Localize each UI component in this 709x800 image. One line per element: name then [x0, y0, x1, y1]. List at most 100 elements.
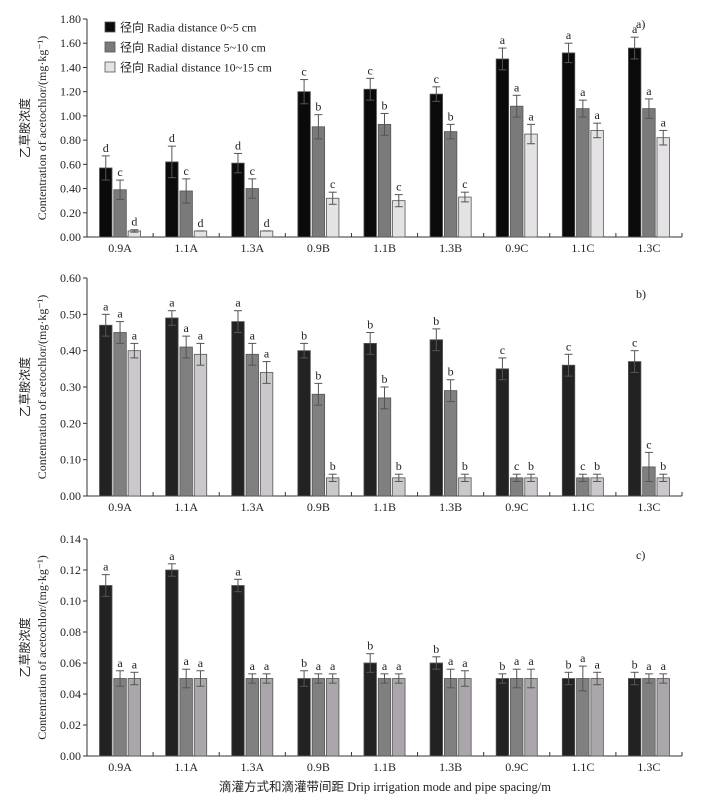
significance-label: a	[594, 657, 600, 671]
legend-swatch	[104, 61, 116, 73]
bar	[443, 390, 458, 497]
bar	[231, 585, 245, 757]
significance-label: d	[103, 141, 109, 155]
significance-label: a	[500, 33, 506, 47]
significance-label: a	[132, 657, 138, 671]
bar	[127, 678, 142, 757]
x-category-label: 0.9A	[108, 760, 132, 774]
y-tick-label: 0.60	[60, 271, 81, 285]
bar	[179, 346, 193, 497]
bar	[193, 353, 208, 497]
significance-label: a	[250, 659, 256, 673]
bar	[429, 662, 443, 757]
y-tick-label: 0.60	[60, 157, 81, 171]
bar	[576, 108, 590, 238]
significance-label: c	[368, 63, 373, 77]
bar	[561, 52, 576, 238]
significance-label: a	[528, 109, 534, 123]
x-category-label: 1.1C	[571, 500, 594, 514]
x-category-label: 1.1B	[373, 760, 396, 774]
x-category-label: 1.3A	[240, 241, 264, 255]
x-category-label: 1.3A	[240, 500, 264, 514]
significance-label: b	[382, 372, 388, 386]
x-category-label: 1.3C	[637, 500, 660, 514]
bar	[363, 662, 377, 757]
significance-label: a	[132, 328, 138, 342]
significance-label: b	[632, 657, 638, 671]
y-tick-label: 0.40	[60, 182, 81, 196]
y-axis-title-en: Contentration of acetochlor/(mg·kg⁻¹)	[35, 555, 49, 740]
bar	[495, 58, 510, 238]
bar	[193, 230, 208, 238]
y-tick-label: 0.20	[60, 206, 81, 220]
bar	[231, 162, 245, 238]
significance-label: a	[117, 307, 123, 321]
y-tick-label: 1.80	[60, 12, 81, 26]
significance-label: d	[131, 215, 137, 229]
significance-label: a	[316, 659, 322, 673]
significance-label: a	[514, 80, 520, 94]
bar	[510, 105, 524, 238]
bar	[642, 678, 656, 757]
bar	[179, 678, 193, 757]
significance-label: d	[235, 138, 241, 152]
significance-label: b	[367, 639, 373, 653]
y-tick-label: 0.10	[60, 453, 81, 467]
significance-label: a	[462, 656, 468, 670]
x-category-label: 1.3B	[439, 500, 462, 514]
y-tick-label: 0.50	[60, 307, 81, 321]
panel-b: 0.00 0.10 0.20 0.30 0.40 0.50 0.60 0.9A 1.1A 1.3A…	[17, 271, 683, 514]
significance-label: a	[169, 549, 175, 563]
significance-label: b	[433, 642, 439, 656]
significance-label: a	[528, 654, 534, 668]
bar	[311, 126, 326, 238]
bar	[297, 350, 311, 497]
significance-label: a	[646, 659, 652, 673]
bar	[377, 123, 392, 238]
significance-label: a	[382, 659, 388, 673]
significance-label: c	[462, 177, 467, 191]
bar	[627, 47, 642, 238]
y-tick-label: 0.12	[60, 563, 81, 577]
bar	[590, 678, 604, 757]
x-category-label: 1.1A	[174, 500, 198, 514]
bar	[326, 678, 340, 757]
bar	[429, 339, 443, 497]
bar	[311, 678, 326, 757]
significance-label: a	[184, 654, 190, 668]
significance-label: a	[566, 28, 572, 42]
panel-tag: b)	[636, 287, 646, 301]
x-category-label: 0.9A	[108, 500, 132, 514]
bar	[231, 321, 245, 497]
y-axis-title-cn: 乙草胺浓度	[17, 617, 32, 677]
bar	[561, 678, 576, 757]
y-tick-label: 0.14	[60, 532, 81, 546]
significance-label: a	[448, 654, 454, 668]
x-category-label: 0.9C	[505, 760, 528, 774]
bar	[495, 678, 510, 757]
x-category-label: 0.9B	[307, 500, 330, 514]
bar	[443, 678, 458, 757]
significance-label: a	[235, 296, 241, 310]
y-tick-label: 0.02	[60, 718, 81, 732]
significance-label: c	[184, 164, 189, 178]
bar	[524, 678, 538, 757]
y-tick-label: 0.20	[60, 416, 81, 430]
panel-tag: a)	[636, 17, 645, 31]
significance-label: c	[301, 65, 306, 79]
legend-label: 径向 Radia distance 0~5 cm	[120, 20, 257, 35]
x-category-label: 1.1B	[373, 500, 396, 514]
y-tick-label: 0.08	[60, 625, 81, 639]
x-category-label: 1.3A	[240, 760, 264, 774]
x-category-label: 0.9B	[307, 241, 330, 255]
significance-label: a	[250, 328, 256, 342]
bar	[495, 368, 510, 497]
bar	[165, 317, 179, 497]
significance-label: b	[660, 459, 666, 473]
legend-swatch	[104, 21, 116, 33]
x-category-label: 1.1B	[373, 241, 396, 255]
x-category-label: 0.9C	[505, 241, 528, 255]
significance-label: b	[528, 459, 534, 473]
legend-label: 径向 Radial distance 10~15 cm	[120, 60, 272, 75]
significance-label: c	[566, 339, 571, 353]
